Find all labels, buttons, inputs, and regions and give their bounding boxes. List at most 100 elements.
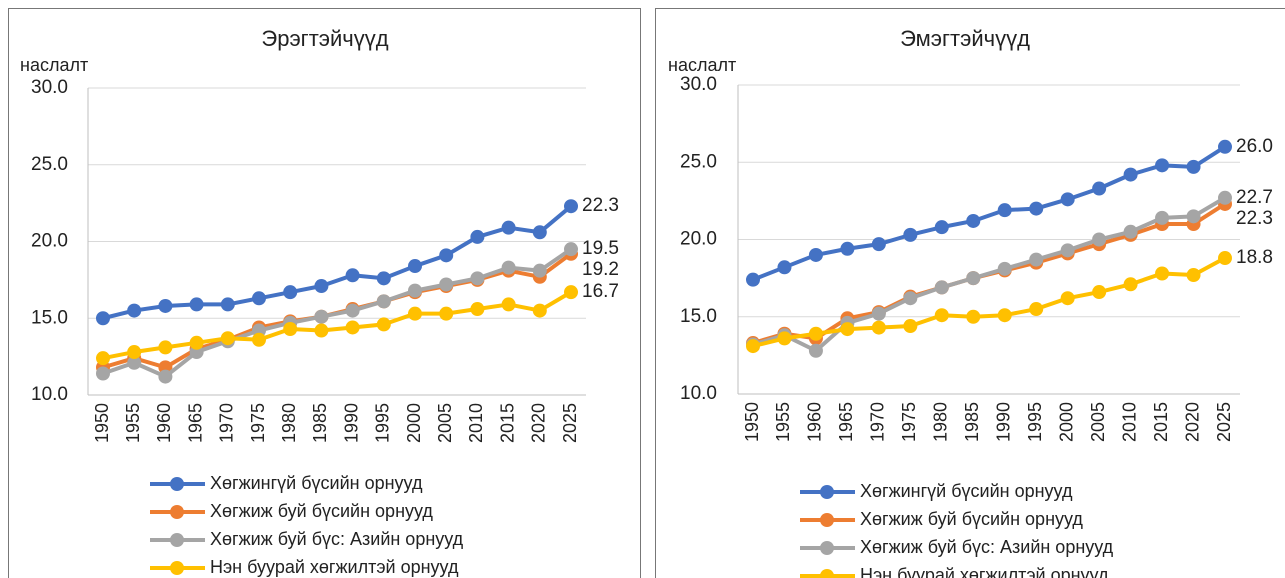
data-point bbox=[439, 248, 454, 263]
x-tick: 2020 bbox=[529, 403, 549, 443]
y-axis-label: наслалт bbox=[20, 55, 88, 75]
x-tick-label: 1995 bbox=[1025, 402, 1045, 442]
data-point bbox=[1218, 190, 1232, 205]
data-point bbox=[808, 326, 823, 341]
data-point bbox=[1186, 209, 1201, 224]
data-point bbox=[1092, 181, 1107, 196]
x-tick: 2005 bbox=[435, 403, 455, 443]
x-tick-label: 2015 bbox=[497, 403, 517, 443]
data-point bbox=[127, 345, 142, 360]
data-point bbox=[376, 271, 391, 286]
chart-title: Эрэгтэйчүүд bbox=[261, 26, 388, 51]
data-point bbox=[532, 225, 547, 240]
legend-marker bbox=[820, 485, 834, 499]
x-tick-label: 1980 bbox=[931, 402, 951, 442]
x-tick: 2010 bbox=[1119, 402, 1139, 442]
x-tick: 2010 bbox=[466, 403, 486, 443]
y-axis-label: наслалт bbox=[668, 55, 736, 75]
x-tick-label: 2000 bbox=[1056, 402, 1076, 442]
legend-label: Нэн буурай хөгжилтэй орнууд bbox=[210, 557, 459, 577]
x-tick-label: 1960 bbox=[154, 403, 174, 443]
data-point bbox=[470, 229, 485, 244]
data-point bbox=[408, 283, 422, 298]
data-point bbox=[314, 323, 329, 338]
data-point bbox=[871, 306, 886, 321]
data-point bbox=[283, 285, 298, 300]
data-point bbox=[966, 309, 981, 324]
data-point bbox=[345, 320, 360, 335]
data-point bbox=[1029, 252, 1044, 267]
data-point bbox=[439, 306, 454, 321]
y-tick-label: 30.0 bbox=[31, 77, 68, 98]
data-point bbox=[966, 213, 981, 228]
data-point bbox=[283, 321, 298, 336]
x-tick: 1955 bbox=[123, 403, 143, 443]
data-point bbox=[314, 279, 329, 294]
x-tick: 1985 bbox=[962, 402, 982, 442]
data-point bbox=[808, 247, 823, 262]
legend-label: Хөгжиж буй бүсийн орнууд bbox=[860, 509, 1083, 529]
data-point bbox=[997, 308, 1012, 323]
x-tick-label: 2010 bbox=[466, 403, 486, 443]
data-point bbox=[746, 339, 760, 354]
x-tick: 1965 bbox=[836, 402, 856, 442]
data-label: 26.0 bbox=[1236, 136, 1273, 157]
x-tick-label: 2020 bbox=[529, 403, 549, 443]
panel-frame bbox=[8, 8, 641, 578]
x-tick: 2020 bbox=[1182, 402, 1202, 442]
data-point bbox=[501, 297, 516, 312]
series-line bbox=[752, 145, 1227, 282]
data-point bbox=[1123, 224, 1138, 239]
data-point bbox=[470, 302, 485, 317]
data-point bbox=[470, 271, 485, 286]
data-point bbox=[808, 343, 823, 358]
x-tick-label: 2025 bbox=[1214, 402, 1234, 442]
data-point bbox=[345, 303, 360, 318]
data-point bbox=[408, 306, 422, 321]
x-tick: 1970 bbox=[217, 403, 237, 443]
x-tick: 2000 bbox=[404, 403, 424, 443]
x-tick: 2025 bbox=[1214, 402, 1234, 442]
data-point bbox=[501, 220, 516, 235]
x-tick-label: 2005 bbox=[435, 403, 455, 443]
data-point bbox=[903, 291, 918, 306]
data-point bbox=[564, 285, 578, 300]
x-tick-label: 1985 bbox=[962, 402, 982, 442]
x-tick-label: 1970 bbox=[868, 402, 888, 442]
legend-marker bbox=[820, 569, 834, 578]
data-point bbox=[96, 366, 110, 381]
legend-label: Хөгжиж буй бүс: Азийн орнууд bbox=[210, 529, 464, 549]
data-point bbox=[158, 340, 173, 355]
data-point bbox=[1029, 201, 1044, 216]
data-label: 19.2 bbox=[582, 259, 619, 280]
data-point bbox=[1060, 243, 1075, 258]
data-point bbox=[127, 303, 142, 318]
legend-marker bbox=[170, 561, 184, 575]
x-tick: 1975 bbox=[248, 403, 268, 443]
x-tick-label: 1950 bbox=[742, 402, 762, 442]
legend-label: Хөгжиж буй бүс: Азийн орнууд bbox=[860, 537, 1114, 557]
data-point bbox=[840, 322, 855, 337]
y-tick-label: 10.0 bbox=[31, 384, 68, 405]
data-point bbox=[1092, 232, 1107, 247]
y-tick-label: 20.0 bbox=[31, 231, 68, 252]
x-tick: 1995 bbox=[373, 403, 393, 443]
data-point bbox=[871, 320, 886, 335]
data-point bbox=[252, 332, 266, 347]
x-tick: 2025 bbox=[560, 403, 580, 443]
data-label: 22.3 bbox=[1236, 208, 1273, 229]
x-tick-label: 1965 bbox=[836, 402, 856, 442]
x-tick-label: 1970 bbox=[217, 403, 237, 443]
data-label: 16.7 bbox=[582, 281, 619, 302]
x-tick-label: 2010 bbox=[1119, 402, 1139, 442]
legend-marker bbox=[170, 477, 184, 491]
x-tick: 1975 bbox=[899, 402, 919, 442]
x-tick-label: 1955 bbox=[773, 402, 793, 442]
y-tick-label: 10.0 bbox=[680, 383, 717, 404]
y-tick-label: 20.0 bbox=[680, 229, 717, 250]
x-tick: 1965 bbox=[185, 403, 205, 443]
x-tick-label: 1950 bbox=[92, 403, 112, 443]
data-point bbox=[189, 335, 204, 350]
data-point bbox=[871, 237, 886, 252]
